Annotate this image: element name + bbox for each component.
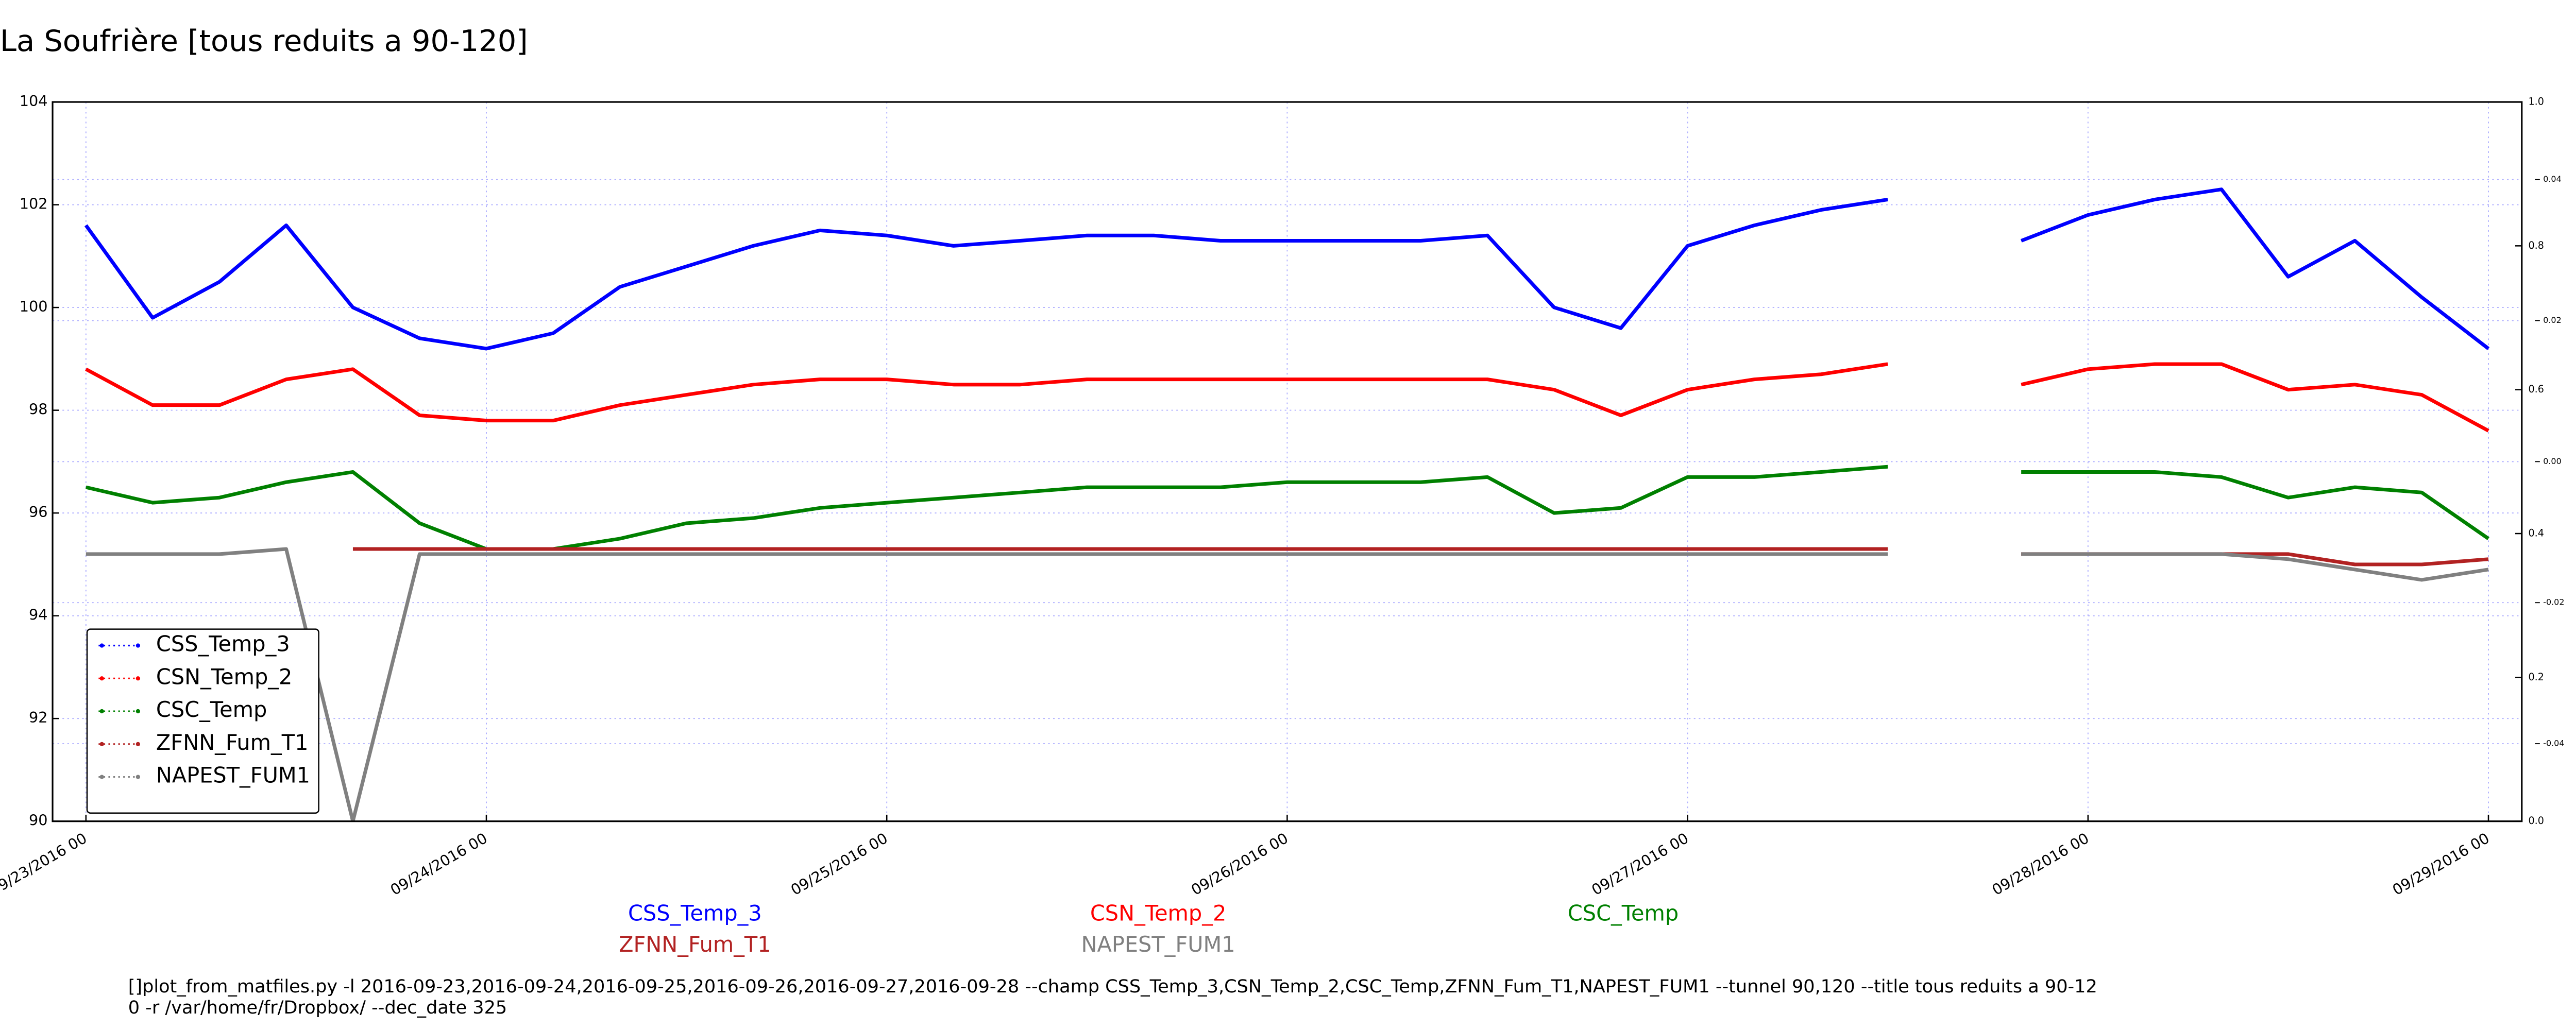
legend-marker bbox=[135, 676, 141, 681]
chart-title: La Soufrière [tous reduits a 90-120] bbox=[0, 24, 528, 58]
y3-tick-label: -0.04 bbox=[2543, 739, 2564, 748]
y2-tick-label: 0.2 bbox=[2529, 671, 2544, 683]
plot-frame bbox=[52, 101, 2523, 822]
series-name-label: NAPEST_FUM1 bbox=[1081, 932, 1235, 957]
legend-box bbox=[86, 628, 319, 814]
series-name-label: CSN_Temp_2 bbox=[1090, 901, 1226, 925]
x-tick-label: 09/27/2016 00 bbox=[1588, 829, 1691, 899]
y-tick-label: 94 bbox=[29, 606, 48, 624]
command-line: 0 -r /var/home/fr/Dropbox/ --dec_date 32… bbox=[128, 997, 507, 1018]
legend-label: ZFNN_Fum_T1 bbox=[156, 730, 309, 755]
legend-label: CSC_Temp bbox=[156, 697, 267, 722]
y-tick-label: 100 bbox=[20, 298, 48, 315]
y-tick-label: 104 bbox=[20, 92, 48, 110]
legend-label: CSS_Temp_3 bbox=[156, 632, 290, 657]
series-line bbox=[2021, 362, 2489, 433]
x-tick-label: 09/29/2016 00 bbox=[2389, 829, 2493, 899]
y3-tick-label: 0.00 bbox=[2543, 456, 2562, 466]
y2-tick-label: 0.0 bbox=[2529, 815, 2544, 827]
y2-tick-label: 1.0 bbox=[2529, 96, 2544, 108]
command-line: []plot_from_matfiles.py -l 2016-09-23,20… bbox=[128, 976, 2097, 997]
y3-tick-label: 0.04 bbox=[2543, 174, 2562, 184]
series-line bbox=[85, 465, 1888, 551]
x-tick-label: 09/28/2016 00 bbox=[1989, 829, 2092, 899]
x-tick-label: 09/25/2016 00 bbox=[788, 829, 891, 899]
y-tick-label: 102 bbox=[20, 195, 48, 213]
series-name-label: CSC_Temp bbox=[1568, 901, 1679, 925]
x-tick-label: 09/24/2016 00 bbox=[387, 829, 490, 899]
y-tick-label: 90 bbox=[29, 812, 48, 829]
legend-marker bbox=[99, 742, 104, 746]
series-line bbox=[85, 362, 1888, 423]
y2-tick-label: 0.6 bbox=[2529, 383, 2544, 395]
legend-marker bbox=[99, 676, 104, 681]
series-line bbox=[2021, 470, 2490, 540]
series-line bbox=[2021, 552, 2489, 582]
legend-marker bbox=[135, 775, 141, 779]
y3-tick-label: -0.02 bbox=[2543, 597, 2564, 607]
y2-tick-label: 0.4 bbox=[2529, 527, 2544, 539]
legend-label: NAPEST_FUM1 bbox=[156, 763, 310, 788]
series-name-label: ZFNN_Fum_T1 bbox=[619, 932, 771, 957]
legend-label: CSN_Temp_2 bbox=[156, 664, 292, 689]
y3-tick-label: 0.02 bbox=[2543, 315, 2562, 325]
series-line bbox=[84, 197, 1888, 351]
series-line bbox=[86, 547, 1888, 821]
legend-marker bbox=[99, 775, 104, 779]
series-line bbox=[2020, 187, 2490, 350]
legend-marker bbox=[99, 643, 104, 648]
legend-marker bbox=[135, 643, 141, 648]
y-tick-label: 98 bbox=[29, 401, 48, 418]
y2-tick-label: 0.8 bbox=[2529, 239, 2544, 251]
series-name-label: CSS_Temp_3 bbox=[628, 901, 762, 925]
y-tick-label: 96 bbox=[29, 503, 48, 521]
legend-marker bbox=[135, 709, 141, 714]
legend-marker bbox=[99, 709, 104, 714]
x-tick-label: 09/26/2016 00 bbox=[1188, 829, 1291, 899]
x-tick-label: 09/23/2016 00 bbox=[0, 829, 90, 899]
y-tick-label: 92 bbox=[29, 709, 48, 726]
legend-marker bbox=[135, 742, 141, 746]
